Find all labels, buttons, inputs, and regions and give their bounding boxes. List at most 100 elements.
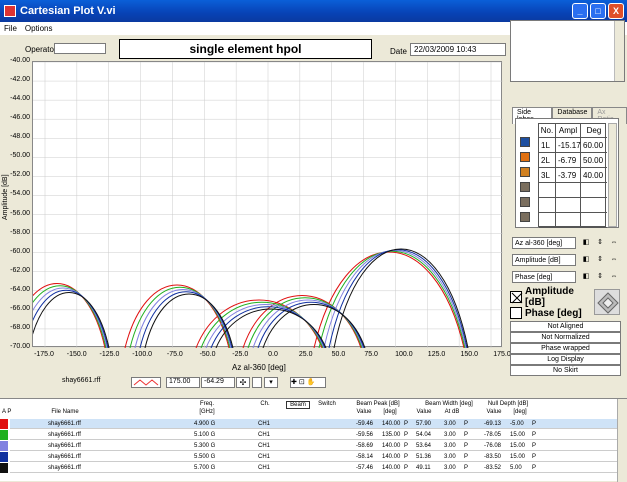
lock-icon[interactable]: ◧ <box>582 273 590 280</box>
sidelobe-scrollbar[interactable] <box>608 123 617 227</box>
sidelobe-cell-no[interactable] <box>539 198 556 213</box>
sidelobe-color-swatch[interactable] <box>520 182 530 192</box>
zoom-tool-icon[interactable]: ⊡ <box>298 379 305 386</box>
cursor-style-dropdown-icon[interactable]: ▾ <box>264 377 278 388</box>
sidelobe-cell-no[interactable]: 3L <box>539 168 556 183</box>
status-button[interactable]: Not Normalized <box>510 332 621 343</box>
x-tick-label: -75.0 <box>166 351 183 358</box>
date-field[interactable]: 22/03/2009 10:43 <box>410 43 506 56</box>
cursor-color-swatch[interactable] <box>252 377 262 388</box>
table-row[interactable] <box>10 452 622 462</box>
phase-checkbox[interactable] <box>510 307 522 319</box>
sidelobe-cell-deg[interactable] <box>581 183 607 198</box>
lock-icon[interactable]: ◧ <box>582 239 590 246</box>
axis-selector[interactable]: Phase [deg] <box>512 271 576 283</box>
cell-nd-deg: 15.00 <box>510 432 526 438</box>
series-curve <box>28 292 110 349</box>
sidelobe-cell-deg[interactable] <box>581 198 607 213</box>
operator-input[interactable] <box>54 43 106 54</box>
sidelobe-color-swatch[interactable] <box>520 212 530 222</box>
sidelobe-cell-deg[interactable]: 40.00 <box>581 168 607 183</box>
lock-icon[interactable]: ◧ <box>582 256 590 263</box>
window-titlebar: Cartesian Plot V.vi _ □ X <box>0 0 627 22</box>
series-curve <box>210 306 326 349</box>
cell-bw-val: 51.36 <box>416 454 432 460</box>
cell-bp-deg: 135.00 <box>382 432 401 438</box>
status-button[interactable]: Phase wrapped <box>510 343 621 354</box>
sidelobe-color-swatch[interactable] <box>520 197 530 207</box>
amplitude-label: Amplitude [dB] <box>525 286 574 308</box>
notes-box[interactable] <box>510 20 625 82</box>
pan-tool-icon[interactable]: ✋ <box>306 379 316 386</box>
sidelobe-color-swatch[interactable] <box>520 137 530 147</box>
table-scrollbar[interactable] <box>617 399 627 482</box>
y-tick-label: -68.00 <box>10 323 30 331</box>
format-icon[interactable]: ⇔ <box>610 273 618 280</box>
series-curve <box>200 301 324 349</box>
cursor-y-field[interactable]: -64.29 <box>201 377 235 388</box>
row-color-swatch[interactable] <box>0 419 8 429</box>
status-button[interactable]: Log Display <box>510 354 621 365</box>
minimize-button[interactable]: _ <box>572 3 588 19</box>
menu-file[interactable]: File <box>4 24 17 33</box>
amplitude-checkbox[interactable] <box>510 291 523 304</box>
menu-options[interactable]: Options <box>24 24 53 33</box>
cell-nd-deg: 15.00 <box>510 443 526 449</box>
status-button[interactable]: Not Aligned <box>510 321 621 332</box>
maximize-button[interactable]: □ <box>590 3 606 19</box>
autoscale-icon[interactable]: ⇕ <box>597 239 603 246</box>
cell-nd-val: -69.13 <box>484 421 502 427</box>
sidelobe-cell-deg[interactable]: 50.00 <box>581 153 607 168</box>
row-color-swatch[interactable] <box>0 441 8 451</box>
plot-style-swatch[interactable] <box>131 377 161 388</box>
sidelobe-cell-no[interactable]: 2L <box>539 153 556 168</box>
cell-p3: P <box>532 454 537 460</box>
row-color-swatch[interactable] <box>0 463 8 473</box>
cartesian-plot[interactable] <box>8 61 503 349</box>
sidelobe-color-swatch[interactable] <box>520 152 530 162</box>
sidelobe-cell-ampl[interactable] <box>556 198 581 213</box>
table-row[interactable] <box>10 419 622 429</box>
row-color-swatch[interactable] <box>0 452 8 462</box>
axis-selector[interactable]: Az al-360 [deg] <box>512 237 576 249</box>
sidelobe-cell-ampl[interactable]: -3.79 <box>556 168 581 183</box>
sidelobe-cell-no[interactable]: 1L <box>539 138 556 153</box>
sidelobe-cell-no[interactable] <box>539 213 556 228</box>
cell-ch: CH1 <box>258 432 271 438</box>
sidelobe-color-swatch[interactable] <box>520 167 530 177</box>
header-beam[interactable]: Beam <box>286 401 310 409</box>
close-button[interactable]: X <box>608 3 624 19</box>
sidelobe-cell-ampl[interactable] <box>556 213 581 228</box>
sidelobe-cell-deg[interactable] <box>581 213 607 228</box>
x-tick-label: 125.0 <box>427 351 446 358</box>
x-tick-label: 175.0 <box>493 351 511 358</box>
table-row[interactable] <box>10 430 622 440</box>
navigate-icon[interactable] <box>594 289 620 315</box>
status-button[interactable]: No Skirt <box>510 365 621 376</box>
y-tick-label: -58.00 <box>10 228 30 236</box>
amplitude-toggle[interactable]: Amplitude [dB] <box>510 286 590 308</box>
subheader-value-3: Value <box>486 409 502 415</box>
cell-file: shay6661.rff <box>48 454 81 460</box>
format-icon[interactable]: ⇔ <box>610 256 618 263</box>
sidelobe-cell-ampl[interactable]: -6.79 <box>556 153 581 168</box>
phase-toggle[interactable]: Phase [deg] <box>510 305 590 321</box>
format-icon[interactable]: ⇔ <box>610 239 618 246</box>
x-tick-label: 100.0 <box>395 351 413 358</box>
header-ampl: Ampl <box>556 124 581 138</box>
crosshair-tool-icon[interactable]: ✚ <box>291 379 297 386</box>
sidelobe-cell-no[interactable] <box>539 183 556 198</box>
row-color-swatch[interactable] <box>0 430 8 440</box>
plot-title-field[interactable]: single element hpol <box>119 39 372 59</box>
axis-selector[interactable]: Amplitude [dB] <box>512 254 576 266</box>
sidelobe-cell-ampl[interactable]: -15.17 <box>556 138 581 153</box>
table-row[interactable] <box>10 463 622 473</box>
autoscale-icon[interactable]: ⇕ <box>597 256 603 263</box>
autoscale-icon[interactable]: ⇕ <box>597 273 603 280</box>
sidelobe-cell-deg[interactable]: 60.00 <box>581 138 607 153</box>
sidelobe-cell-ampl[interactable] <box>556 183 581 198</box>
cursor-x-field[interactable]: 175.00 <box>166 377 200 388</box>
table-row[interactable] <box>10 441 622 451</box>
graph-tools-palette[interactable]: ✚ ⊡ ✋ <box>290 377 326 388</box>
cursor-move-icon[interactable]: ✣ <box>236 377 250 388</box>
